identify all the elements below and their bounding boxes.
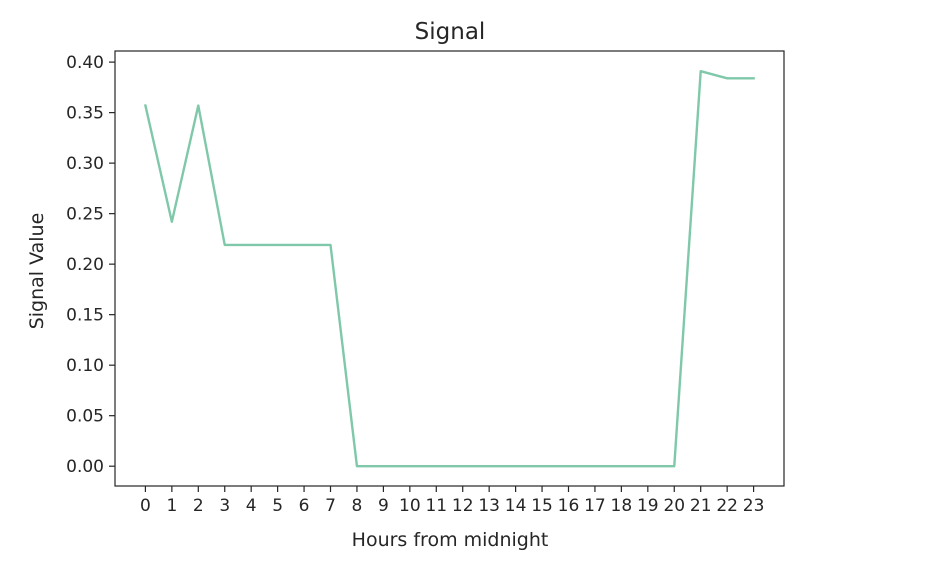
- x-tick-label: 6: [299, 496, 310, 516]
- x-tick-label: 14: [505, 496, 527, 516]
- x-tick-label: 11: [425, 496, 447, 516]
- x-tick-label: 23: [743, 496, 765, 516]
- y-tick-label: 0.20: [66, 255, 104, 275]
- plot-frame: [114, 50, 785, 487]
- x-tick-label: 10: [399, 496, 421, 516]
- x-tick-label: 8: [352, 496, 363, 516]
- x-tick-label: 7: [325, 496, 336, 516]
- x-tick-label: 1: [166, 496, 177, 516]
- y-tick-label: 0.10: [66, 356, 104, 376]
- y-tick-label: 0.30: [66, 154, 104, 174]
- x-tick-label: 13: [478, 496, 500, 516]
- x-tick-label: 18: [611, 496, 633, 516]
- x-tick-label: 17: [584, 496, 606, 516]
- x-tick-label: 0: [140, 496, 151, 516]
- axis-ticks: 0 1 2 3 4 5 6 7 8 9 10 11 12 13 14 15 16 17 18 19 20 21 22 230.…: [66, 53, 764, 516]
- x-tick-label: 9: [378, 496, 389, 516]
- x-tick-label: 5: [272, 496, 283, 516]
- chart-title: Signal: [415, 19, 486, 45]
- x-tick-label: 16: [558, 496, 580, 516]
- series-layer: [143, 69, 755, 468]
- x-tick-label: 15: [531, 496, 553, 516]
- x-tick-label: 20: [663, 496, 685, 516]
- y-axis-title: Signal Value: [26, 213, 48, 330]
- y-tick-label: 0.40: [66, 53, 104, 73]
- y-tick-label: 0.00: [66, 457, 104, 477]
- x-tick-label: 4: [246, 496, 257, 516]
- x-tick-label: 2: [193, 496, 204, 516]
- y-tick-label: 0.05: [66, 407, 104, 427]
- x-axis-title: Hours from midnight: [352, 529, 549, 551]
- series-line-0: [143, 69, 755, 468]
- y-tick-label: 0.25: [66, 205, 104, 225]
- x-tick-label: 12: [452, 496, 474, 516]
- y-tick-label: 0.35: [66, 104, 104, 124]
- y-tick-label: 0.15: [66, 306, 104, 326]
- x-tick-label: 22: [716, 496, 738, 516]
- x-tick-label: 3: [219, 496, 230, 516]
- x-tick-label: 19: [637, 496, 659, 516]
- x-tick-label: 21: [690, 496, 712, 516]
